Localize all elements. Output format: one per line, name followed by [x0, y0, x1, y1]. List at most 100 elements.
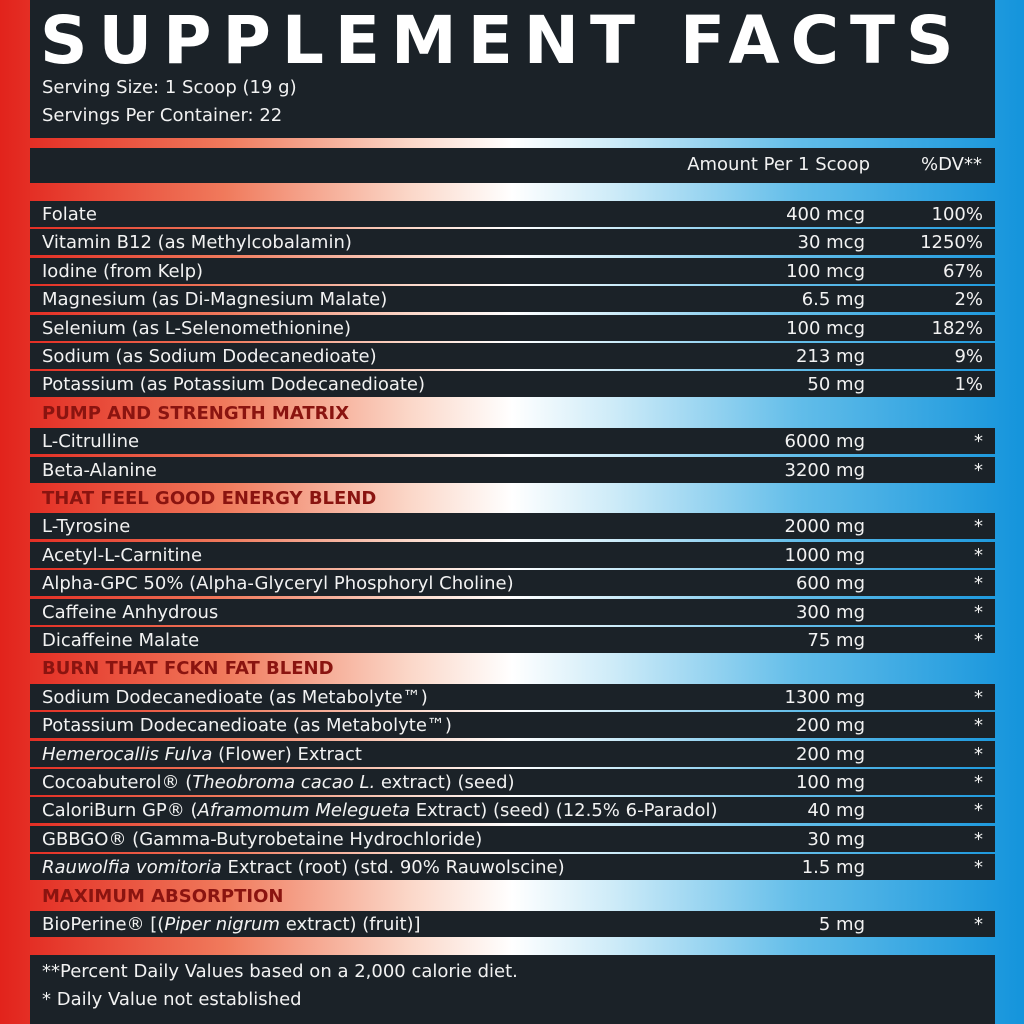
daily-value: 182% [931, 317, 983, 339]
section-title: MAXIMUM ABSORPTION [42, 885, 284, 907]
name-part: Hemerocallis Fulva [42, 743, 213, 765]
daily-value: * [974, 431, 983, 453]
amount: 100 mcg [786, 317, 865, 339]
amount: 2000 mg [784, 516, 866, 538]
nutrient-row: Sodium (as Sodium Dodecanedioate) 213 mg 9… [30, 343, 995, 369]
nutrient-row: Iodine (from Kelp) 100 mcg 67% [30, 257, 995, 284]
nutrient-name: Magnesium (as Di-Magnesium Malate) [42, 289, 388, 311]
nutrient-name: Sodium (as Sodium Dodecanedioate) [42, 346, 377, 367]
serving-size: Serving Size: 1 Scoop (19 g) [42, 77, 297, 98]
servings-per-container: Servings Per Container: 22 [42, 105, 283, 126]
nutrient-row: Magnesium (as Di-Magnesium Malate) 6.5 mg… [30, 286, 995, 313]
nutrient-row: Acetyl-L-Carnitine 1000 mg * [30, 541, 995, 568]
daily-value: * [974, 857, 983, 879]
nutrient-row: Dicaffeine Malate 75 mg * [30, 627, 995, 653]
daily-value: 1250% [920, 232, 983, 254]
amount: 40 mg [807, 800, 865, 822]
nutrient-name: Dicaffeine Malate [42, 630, 200, 651]
amount: 400 mcg [786, 204, 865, 225]
amount: 100 mcg [786, 260, 865, 282]
nutrient-row: Vitamin B12 (as Methylcobalamin) 30 mcg 12… [30, 229, 995, 256]
daily-value: * [974, 459, 983, 481]
daily-value: * [974, 686, 983, 708]
header-panel [30, 148, 995, 183]
section-row: PUMP AND STRENGTH MATRIX [30, 400, 995, 426]
section-title: PUMP AND STRENGTH MATRIX [42, 402, 350, 424]
amount: 1300 mg [784, 686, 866, 708]
section-row: BURN THAT FCKN FAT BLEND [30, 655, 995, 681]
amount: 5 mg [818, 914, 865, 935]
section-title: BURN THAT FCKN FAT BLEND [42, 658, 334, 680]
amount: 213 mg [795, 346, 865, 367]
name-part: BioPerine® [( [42, 914, 165, 935]
amount: 300 mg [795, 601, 865, 623]
nutrient-row: GBBGO® (Gamma-Butyrobetaine Hydrochlorid… [30, 825, 995, 852]
footnote-panel [30, 955, 995, 1024]
nutrient-row: L-Citrulline 6000 mg * [30, 428, 995, 455]
dv-header: %DV** [921, 154, 982, 175]
daily-value: * [974, 601, 983, 623]
name-part: extract) (seed) [375, 772, 515, 793]
nutrient-row: Potassium Dodecanedioate (as Metabolyte™… [30, 712, 995, 739]
nutrient-name: Caffeine Anhydrous [42, 601, 219, 623]
amount: 100 mg [795, 772, 865, 793]
daily-value: * [974, 573, 983, 595]
amount: 1.5 mg [801, 857, 865, 879]
nutrient-name: Vitamin B12 (as Methylcobalamin) [42, 232, 352, 254]
nutrient-name: Beta-Alanine [42, 459, 157, 481]
nutrient-name: Acetyl-L-Carnitine [42, 544, 203, 566]
nutrient-name: CaloriBurn GP® (Aframomum Melegueta Extr… [42, 800, 718, 821]
nutrient-name: Rauwolfia vomitoria Extract (root) (std.… [42, 857, 565, 878]
name-part: CaloriBurn GP® ( [42, 800, 198, 822]
title-panel [30, 0, 995, 138]
nutrient-name: Folate [42, 204, 97, 225]
nutrient-row: Cocoabuterol® (Theobroma cacao L. extrac… [30, 769, 995, 795]
nutrient-row: Sodium Dodecanedioate (as Metabolyte™) 13… [30, 683, 995, 710]
daily-value: * [974, 516, 983, 538]
nutrient-name: Selenium (as L-Selenomethionine) [42, 317, 352, 339]
nutrient-name: L-Tyrosine [42, 516, 131, 538]
nutrient-row: Caffeine Anhydrous 300 mg * [30, 598, 995, 625]
nutrient-row: BioPerine® [(Piper nigrum extract) (frui… [30, 911, 995, 937]
amount: 50 mg [807, 374, 865, 396]
nutrient-row: CaloriBurn GP® (Aframomum Melegueta Extr… [30, 797, 995, 824]
nutrient-row: Beta-Alanine 3200 mg * [30, 456, 995, 483]
daily-value: 67% [942, 260, 983, 282]
daily-value: * [974, 743, 983, 765]
name-part: Piper nigrum [164, 914, 280, 935]
amount: 6.5 mg [801, 289, 865, 311]
nutrient-row: Alpha-GPC 50% (Alpha-Glyceryl Phosphoryl… [30, 570, 995, 597]
nutrient-name: Sodium Dodecanedioate (as Metabolyte™) [42, 686, 428, 708]
amount: 600 mg [795, 573, 865, 595]
title: SUPPLEMENT FACTS [40, 2, 965, 79]
name-part: Extract) (seed) (12.5% 6-Paradol) [410, 800, 718, 822]
name-part: Extract (root) (std. 90% Rauwolscine) [221, 857, 565, 879]
nutrient-row: Folate 400 mcg 100% [30, 201, 995, 227]
footnote: **Percent Daily Values based on a 2,000 … [42, 961, 518, 982]
amount: 1000 mg [784, 544, 866, 566]
amount: 200 mg [795, 715, 865, 737]
nutrient-name: Potassium (as Potassium Dodecanedioate) [42, 374, 426, 396]
amount: 30 mcg [797, 232, 865, 254]
amount: 6000 mg [784, 431, 866, 453]
daily-value: * [974, 772, 983, 793]
daily-value: * [974, 828, 983, 850]
daily-value: 100% [931, 204, 983, 225]
daily-value: * [974, 800, 983, 822]
daily-value: 9% [954, 346, 983, 367]
amount: 200 mg [795, 743, 865, 765]
nutrient-row: L-Tyrosine 2000 mg * [30, 513, 995, 540]
amount: 75 mg [807, 630, 865, 651]
nutrient-row: Hemerocallis Fulva (Flower) Extract 200 m… [30, 740, 995, 767]
name-part: Aframomum Melegueta [197, 800, 411, 822]
nutrient-row: Selenium (as L-Selenomethionine) 100 mcg 1… [30, 314, 995, 341]
nutrient-name: Iodine (from Kelp) [42, 260, 204, 282]
amount: 3200 mg [784, 459, 866, 481]
nutrient-name: BioPerine® [(Piper nigrum extract) (frui… [42, 914, 421, 935]
name-part: extract) (fruit)] [279, 914, 421, 935]
section-title: THAT FEEL GOOD ENERGY BLEND [42, 488, 377, 509]
nutrient-row: Rauwolfia vomitoria Extract (root) (std.… [30, 854, 995, 881]
nutrient-row: Potassium (as Potassium Dodecanedioate) 5… [30, 371, 995, 398]
name-part: Cocoabuterol® ( [42, 772, 193, 793]
